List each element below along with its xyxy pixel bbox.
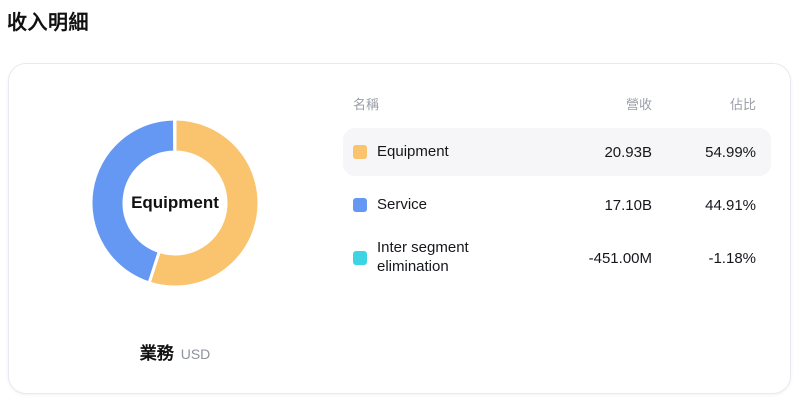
chart-dimension-label: 業務 (139, 344, 174, 363)
legend-swatch-service (353, 198, 367, 212)
segment-name: Equipment (377, 142, 449, 160)
segment-revenue: 20.93B (604, 143, 652, 161)
donut-chart[interactable]: Equipment (75, 103, 275, 303)
column-header-revenue: 營收 (625, 97, 652, 112)
table-row[interactable]: Service 17.10B 44.91% (343, 181, 771, 229)
segment-revenue: -451.00M (588, 249, 652, 267)
segment-share: 44.91% (705, 196, 756, 214)
legend-swatch-inter-segment-elimination (353, 251, 367, 265)
donut-chart-panel: Equipment 業務 USD (9, 64, 341, 393)
donut-segment-service[interactable] (89, 117, 177, 285)
revenue-breakdown-card: Equipment 業務 USD 名稱 營收 佔比 Equipment 20.9… (8, 63, 791, 394)
column-header-name: 名稱 (353, 97, 380, 112)
chart-unit-label: USD (180, 346, 211, 362)
segment-share: -1.18% (708, 249, 756, 267)
chart-caption: 業務 USD (140, 339, 211, 364)
donut-chart-svg[interactable] (75, 103, 275, 303)
table-row[interactable]: Inter segment elimination -451.00M -1.18… (343, 234, 771, 282)
segment-name: Inter segment elimination (377, 239, 469, 275)
column-header-share: 佔比 (729, 97, 756, 112)
segment-revenue: 17.10B (604, 196, 652, 214)
page-title: 收入明細 (7, 12, 89, 34)
table-row[interactable]: Equipment 20.93B 54.99% (343, 128, 771, 176)
segment-name: Service (377, 195, 428, 213)
segment-share: 54.99% (705, 143, 756, 161)
donut-segment-equipment[interactable] (147, 117, 261, 289)
table-header-row: 名稱 營收 佔比 (343, 94, 771, 113)
legend-swatch-equipment (353, 145, 367, 159)
segments-table: 名稱 營收 佔比 Equipment 20.93B 54.99% Service… (341, 64, 790, 393)
